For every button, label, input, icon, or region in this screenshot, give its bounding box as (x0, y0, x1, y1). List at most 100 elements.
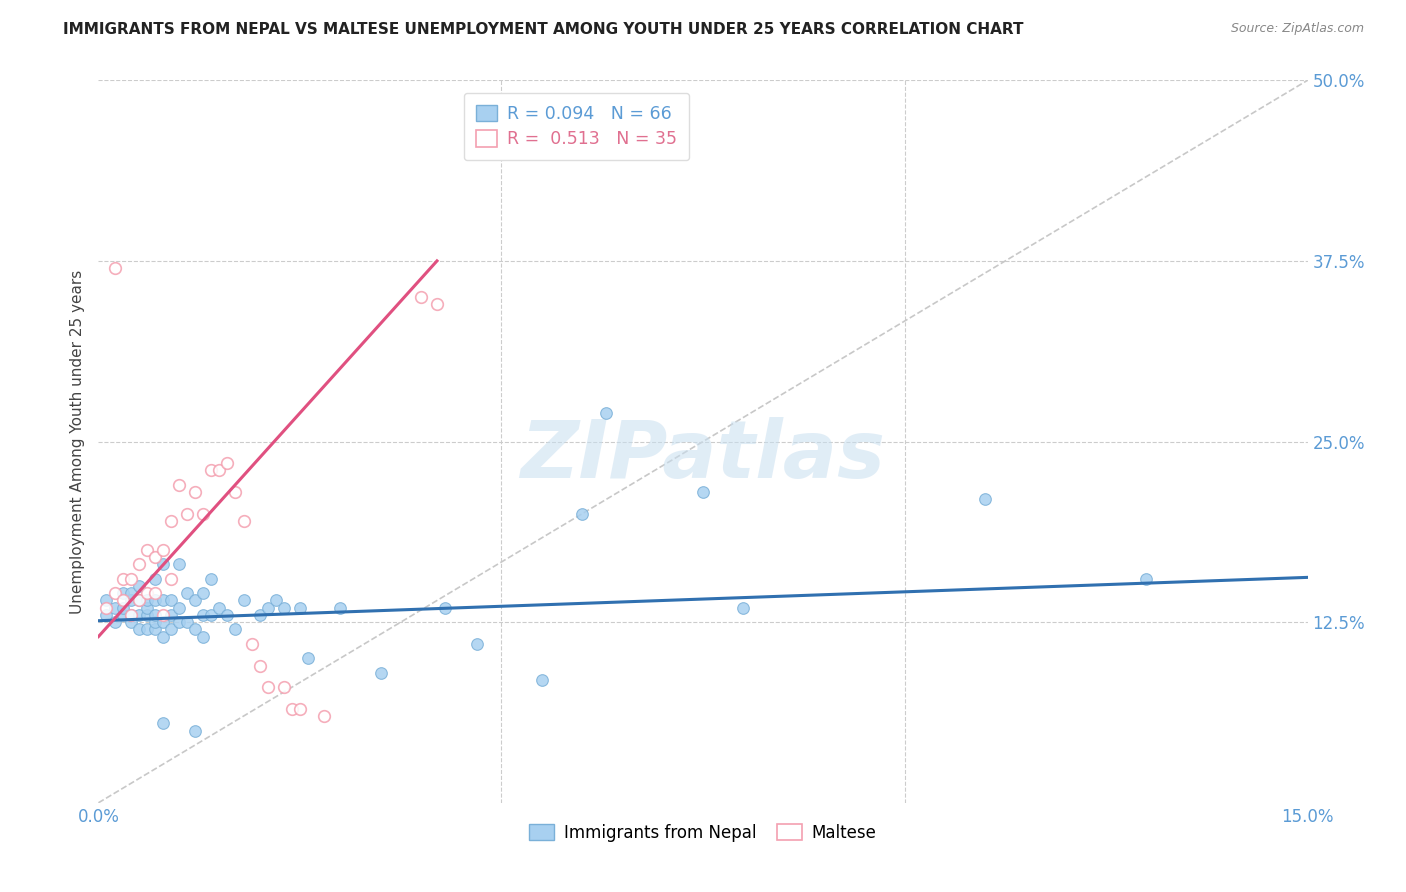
Point (96, 593, 118, 607)
Point (167, 600, 190, 615)
Point (184, 723, 207, 738)
Point (273, 600, 295, 615)
Point (143, 572, 166, 586)
Point (111, 607, 134, 622)
Point (160, 514, 183, 528)
Point (465, 637, 488, 651)
Point (224, 623, 246, 637)
Point (176, 507, 198, 521)
Point (111, 586, 134, 600)
Point (281, 702, 304, 716)
Point (288, 600, 311, 615)
Point (288, 702, 311, 716)
Point (143, 623, 166, 637)
Point (152, 593, 174, 607)
Point (152, 558, 174, 572)
Point (120, 607, 142, 622)
Point (692, 485, 714, 500)
Point (200, 607, 222, 622)
Point (217, 607, 239, 622)
Point (217, 456, 239, 470)
Point (160, 593, 183, 607)
Point (103, 586, 125, 600)
Point (143, 607, 166, 622)
Point (167, 615, 190, 630)
Point (120, 615, 142, 630)
Point (193, 630, 215, 644)
Point (152, 630, 174, 644)
Point (128, 607, 150, 622)
Point (135, 586, 157, 600)
Point (193, 586, 215, 600)
Point (160, 607, 183, 622)
Point (426, 297, 449, 311)
Point (128, 579, 150, 593)
Point (152, 615, 174, 630)
Point (120, 586, 142, 600)
Point (111, 593, 134, 607)
Point (184, 485, 207, 500)
Point (143, 593, 166, 607)
Point (200, 572, 222, 586)
Point (128, 593, 150, 607)
Point (184, 593, 207, 607)
Point (96, 600, 118, 615)
Point (314, 709, 336, 723)
Point (128, 593, 150, 607)
Point (232, 514, 254, 528)
Point (143, 550, 166, 565)
Point (434, 600, 457, 615)
Point (264, 593, 287, 607)
Point (111, 600, 134, 615)
Point (120, 607, 142, 622)
Point (530, 673, 553, 687)
Point (128, 623, 150, 637)
Point (103, 600, 125, 615)
Point (160, 623, 183, 637)
Point (184, 623, 207, 637)
Point (120, 572, 142, 586)
Point (176, 615, 198, 630)
Point (232, 593, 254, 607)
Point (152, 542, 174, 557)
Text: ZIPatlas: ZIPatlas (520, 417, 886, 495)
Point (240, 637, 263, 651)
Point (974, 492, 997, 507)
Point (370, 665, 392, 680)
Y-axis label: Unemployment Among Youth under 25 years: Unemployment Among Youth under 25 years (70, 269, 86, 614)
Point (167, 478, 190, 492)
Point (329, 600, 352, 615)
Point (200, 463, 222, 477)
Point (256, 600, 278, 615)
Point (135, 623, 157, 637)
Point (111, 572, 134, 586)
Point (143, 615, 166, 630)
Point (135, 607, 157, 622)
Point (193, 607, 215, 622)
Point (208, 463, 231, 477)
Point (152, 607, 174, 622)
Point (249, 658, 271, 673)
Point (103, 261, 125, 276)
Point (96, 607, 118, 622)
Point (273, 680, 295, 694)
Point (595, 406, 617, 420)
Point (297, 651, 319, 665)
Point (571, 507, 593, 521)
Legend: Immigrants from Nepal, Maltese: Immigrants from Nepal, Maltese (523, 817, 883, 848)
Point (1135, 572, 1157, 586)
Text: Source: ZipAtlas.com: Source: ZipAtlas.com (1230, 22, 1364, 36)
Point (193, 507, 215, 521)
Point (160, 572, 183, 586)
Point (733, 600, 755, 615)
Point (135, 593, 157, 607)
Point (224, 485, 246, 500)
Point (103, 615, 125, 630)
Point (249, 607, 271, 622)
Text: IMMIGRANTS FROM NEPAL VS MALTESE UNEMPLOYMENT AMONG YOUTH UNDER 25 YEARS CORRELA: IMMIGRANTS FROM NEPAL VS MALTESE UNEMPLO… (63, 22, 1024, 37)
Point (208, 600, 231, 615)
Point (143, 586, 166, 600)
Point (135, 600, 157, 615)
Point (176, 586, 198, 600)
Point (167, 558, 190, 572)
